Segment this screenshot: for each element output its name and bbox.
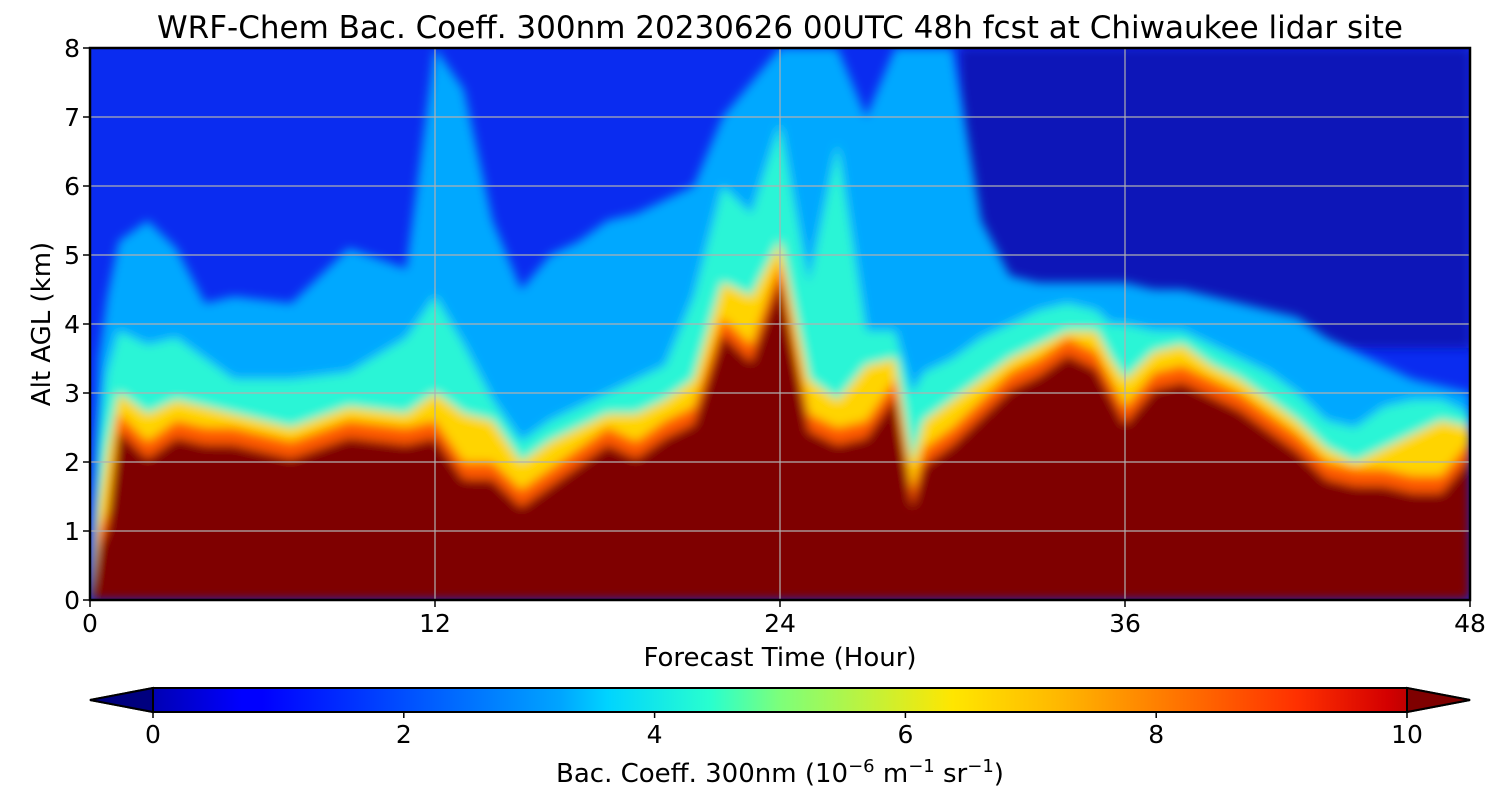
- colorbar-label: Bac. Coeff. 300nm (10−6 m−1 sr−1): [556, 756, 1004, 789]
- y-tick-label: 4: [64, 310, 80, 339]
- x-tick-label: 48: [1454, 609, 1486, 638]
- colorbar-tick-label: 2: [396, 720, 412, 749]
- colorbar-tick-label: 4: [647, 720, 663, 749]
- colorbar-extend-high: [1406, 686, 1471, 714]
- colorbar-tick-label: 10: [1391, 720, 1423, 749]
- y-tick-label: 0: [64, 586, 80, 615]
- colorbar-tick-label: 0: [145, 720, 161, 749]
- x-tick-label: 36: [1109, 609, 1141, 638]
- y-tick-label: 2: [64, 448, 80, 477]
- colorbar-extend-low: [89, 686, 154, 714]
- x-tick-label: 0: [82, 609, 98, 638]
- x-axis-label: Forecast Time (Hour): [643, 643, 916, 673]
- y-tick-label: 6: [64, 172, 80, 201]
- y-tick-label: 1: [64, 517, 80, 546]
- y-axis-label: Alt AGL (km): [27, 242, 57, 406]
- colorbar-tick-label: 8: [1148, 720, 1164, 749]
- chart-title: WRF-Chem Bac. Coeff. 300nm 20230626 00UT…: [157, 10, 1403, 46]
- colorbar-bar: [89, 687, 1471, 713]
- y-tick-label: 5: [64, 241, 80, 270]
- y-tick-label: 7: [64, 103, 80, 132]
- x-tick-label: 24: [764, 609, 796, 638]
- y-tick-label: 8: [64, 34, 80, 63]
- x-tick-label: 12: [419, 609, 451, 638]
- plot-area: [90, 48, 1470, 600]
- colorbar-tick-label: 6: [897, 720, 913, 749]
- y-tick-label: 3: [64, 379, 80, 408]
- colorbar: 0 2 4 6 8 10 Bac. Coeff. 300nm (10−6 m−1 sr−1…: [89, 686, 1471, 789]
